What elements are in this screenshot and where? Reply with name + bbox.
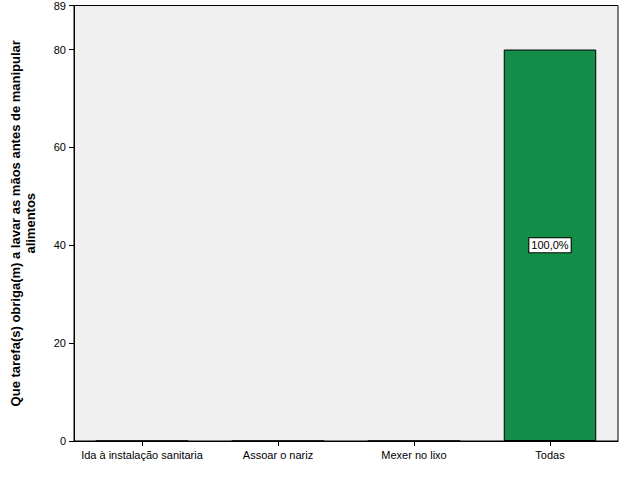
svg-text:Todas: Todas xyxy=(535,449,565,461)
svg-text:60: 60 xyxy=(54,141,66,153)
svg-text:100,0%: 100,0% xyxy=(531,239,569,251)
svg-text:89: 89 xyxy=(54,0,66,12)
svg-text:20: 20 xyxy=(54,337,66,349)
svg-text:Ida à instalação sanitaria: Ida à instalação sanitaria xyxy=(81,449,204,461)
svg-text:Que tarefa(s) obriga(m) a lava: Que tarefa(s) obriga(m) a lavar as mãos … xyxy=(8,40,23,406)
svg-text:0: 0 xyxy=(60,435,66,447)
svg-text:40: 40 xyxy=(54,239,66,251)
svg-text:80: 80 xyxy=(54,44,66,56)
svg-text:Assoar o nariz: Assoar o nariz xyxy=(243,449,313,461)
svg-text:Mexer no lixo: Mexer no lixo xyxy=(381,449,446,461)
svg-text:alimentos: alimentos xyxy=(23,193,38,254)
